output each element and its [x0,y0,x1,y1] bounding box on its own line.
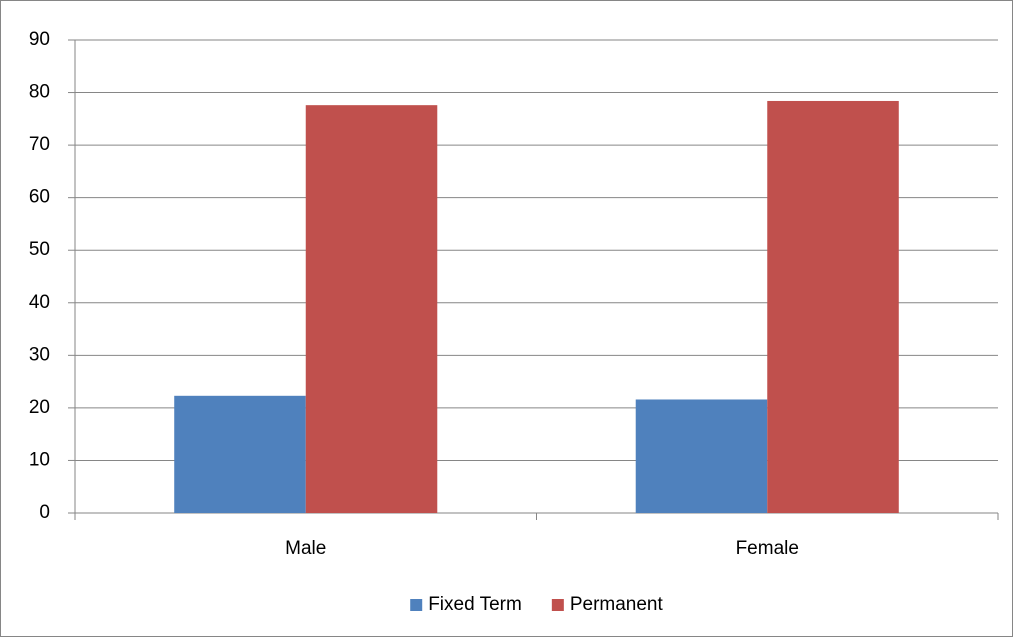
y-tick-label: 50 [29,239,50,260]
legend-label: Fixed Term [428,594,522,615]
bar [767,100,899,513]
legend-swatch [551,599,564,611]
y-tick-label: 60 [29,187,50,208]
y-tick-label: 10 [29,449,50,470]
legend-label: Permanent [570,594,664,615]
x-tick-label: Male [285,538,326,559]
y-tick-label: 70 [29,134,50,155]
y-tick-label: 80 [29,82,50,103]
y-tick-label: 90 [29,29,50,50]
y-tick-label: 0 [39,502,50,523]
y-tick-label: 20 [29,397,50,418]
bar [635,399,768,513]
legend-swatch [410,599,423,611]
y-tick-label: 40 [29,292,50,313]
x-tick-label: Female [736,538,799,559]
y-tick-label: 30 [29,344,50,365]
bar [174,395,306,513]
bar [305,105,438,514]
